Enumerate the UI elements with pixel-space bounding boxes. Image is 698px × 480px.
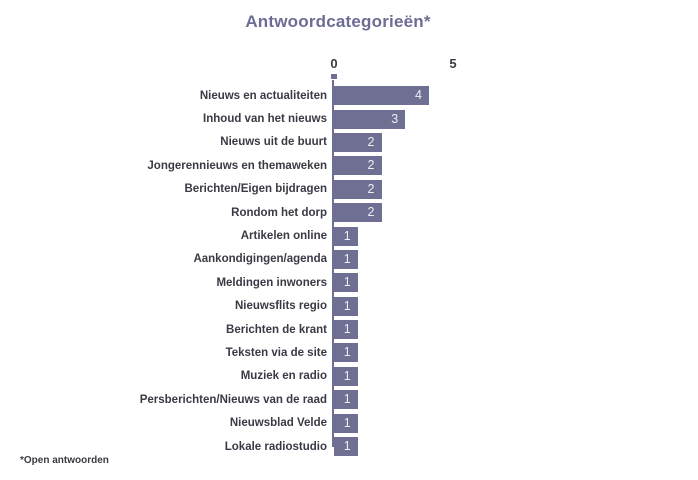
bar-value-label: 1 [343, 298, 351, 313]
category-label: Berichten/Eigen bijdragen [184, 183, 328, 196]
bar-row: Persberichten/Nieuws van de raad 1 [0, 388, 698, 411]
bar-value-label: 2 [367, 181, 375, 196]
bar-cell: 1 [334, 437, 698, 457]
chart-title: Antwoordcategorieën* [245, 12, 431, 31]
bar-row: Nieuws uit de buurt 2 [0, 131, 698, 154]
bar-cell: 4 [334, 86, 698, 106]
category-label: Meldingen inwoners [216, 276, 327, 289]
category-label: Lokale radiostudio [224, 440, 327, 453]
category-label: Muziek en radio [240, 370, 327, 383]
bar-cell: 1 [334, 226, 698, 246]
category-label: Jongerennieuws en themaweken [147, 159, 327, 172]
y-axis-line [332, 80, 334, 447]
bar-cell: 1 [334, 390, 698, 410]
bar-cell: 2 [334, 132, 698, 152]
x-axis-tick-0: 0 [330, 56, 338, 71]
category-label: Nieuws uit de buurt [220, 136, 327, 149]
bar-value-label: 1 [343, 275, 351, 290]
bar-value-label: 3 [391, 111, 399, 126]
bar-row: Berichten/Eigen bijdragen 2 [0, 178, 698, 201]
category-label: Rondom het dorp [231, 206, 327, 219]
bar: 1 [334, 273, 358, 293]
bar: 1 [334, 437, 358, 457]
bar-row: Meldingen inwoners 1 [0, 271, 698, 294]
bar: 1 [334, 226, 358, 246]
bar-value-label: 1 [343, 345, 351, 360]
bar-value-label: 1 [343, 322, 351, 337]
bar-cell: 2 [334, 156, 698, 176]
bar-value-label: 4 [415, 88, 422, 103]
bar-cell: 2 [334, 179, 698, 199]
bar-row: Teksten via de site 1 [0, 341, 698, 364]
bar-value-label: 1 [343, 228, 351, 243]
bar-cell: 1 [334, 413, 698, 433]
bar: 1 [334, 390, 358, 410]
bar-row: Muziek en radio 1 [0, 365, 698, 388]
bar: 2 [334, 203, 382, 223]
x-axis-tick-mark [331, 74, 337, 79]
category-label: Artikelen online [240, 230, 327, 243]
bar-value-label: 1 [343, 251, 351, 266]
category-label: Aankondigingen/agenda [193, 253, 327, 266]
bar-row: Nieuws en actualiteiten 4 [0, 84, 698, 107]
bar-value-label: 1 [343, 368, 351, 383]
bar-value-label: 2 [367, 134, 375, 149]
x-axis-tick-5: 5 [449, 56, 457, 71]
bar: 3 [334, 109, 406, 129]
bar: 2 [334, 132, 382, 152]
bar-cell: 1 [334, 343, 698, 363]
bar-value-label: 1 [343, 439, 351, 454]
bar-cell: 1 [334, 249, 698, 269]
category-label: Inhoud van het nieuws [203, 113, 327, 126]
bar-cell: 1 [334, 320, 698, 340]
bar: 1 [334, 320, 358, 340]
bar-value-label: 2 [367, 158, 375, 173]
bar-row: Jongerennieuws en themaweken 2 [0, 154, 698, 177]
bar-cell: 1 [334, 296, 698, 316]
bar-row: Aankondigingen/agenda 1 [0, 248, 698, 271]
bar-cell: 2 [334, 203, 698, 223]
bar: 1 [334, 296, 358, 316]
bar-rows: Nieuws en actualiteiten 4 Inhoud van het… [0, 84, 698, 458]
bar: 4 [334, 86, 429, 106]
category-label: Berichten de krant [226, 323, 327, 336]
bar: 2 [334, 156, 382, 176]
category-label: Nieuwsflits regio [234, 300, 327, 313]
bar-cell: 1 [334, 273, 698, 293]
bar-row: Lokale radiostudio 1 [0, 435, 698, 458]
bar-cell: 3 [334, 109, 698, 129]
bar-row: Nieuwsflits regio 1 [0, 295, 698, 318]
category-label: Nieuws en actualiteiten [199, 89, 327, 102]
bar-row: Inhoud van het nieuws 3 [0, 107, 698, 130]
bar-row: Berichten de krant 1 [0, 318, 698, 341]
bar-cell: 1 [334, 366, 698, 386]
bar: 2 [334, 179, 382, 199]
bar-row: Rondom het dorp 2 [0, 201, 698, 224]
bar: 1 [334, 366, 358, 386]
bar-row: Artikelen online 1 [0, 224, 698, 247]
category-label: Persberichten/Nieuws van de raad [139, 393, 327, 406]
chart-footnote: *Open antwoorden [20, 455, 109, 466]
bar: 1 [334, 413, 358, 433]
bar-value-label: 2 [367, 205, 375, 220]
category-label: Nieuwsblad Velde [229, 417, 327, 430]
bar-value-label: 1 [343, 415, 351, 430]
bar: 1 [334, 249, 358, 269]
bar-value-label: 1 [343, 392, 351, 407]
bar: 1 [334, 343, 358, 363]
bar-row: Nieuwsblad Velde 1 [0, 411, 698, 434]
category-label: Teksten via de site [225, 346, 327, 359]
